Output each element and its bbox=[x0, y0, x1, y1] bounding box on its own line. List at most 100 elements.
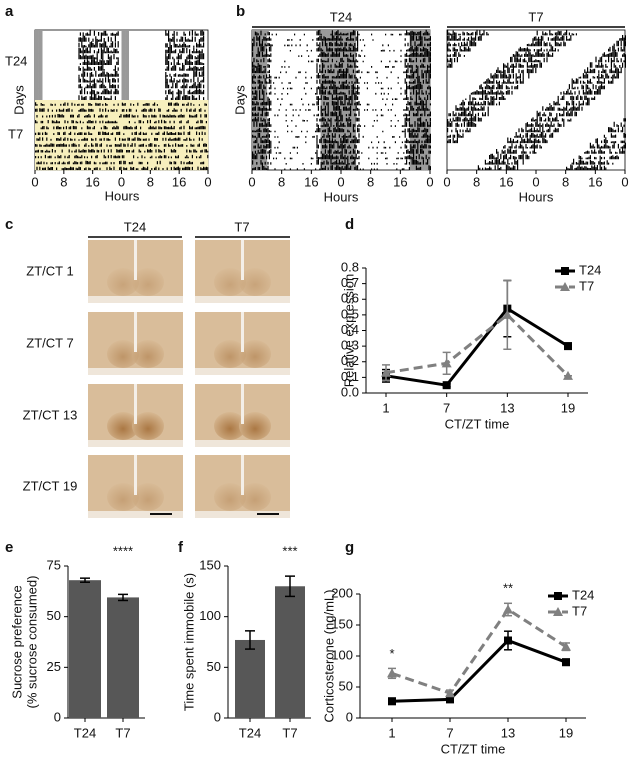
shade bbox=[411, 116, 414, 122]
shade bbox=[418, 132, 422, 138]
shade bbox=[204, 129, 207, 136]
y-tick-label: 150 bbox=[331, 616, 353, 631]
shade bbox=[257, 89, 260, 95]
shade bbox=[184, 100, 187, 107]
shade bbox=[422, 153, 425, 160]
shade bbox=[65, 152, 68, 159]
shade bbox=[173, 146, 176, 153]
shade bbox=[137, 140, 140, 147]
shade bbox=[117, 146, 120, 153]
shade bbox=[141, 105, 144, 112]
activity bbox=[36, 137, 203, 141]
shade bbox=[346, 30, 349, 36]
shade bbox=[38, 88, 41, 95]
y-axis-label: Corticosterone (ng/mL) bbox=[321, 590, 336, 723]
shade bbox=[335, 78, 338, 85]
shade bbox=[348, 132, 351, 138]
shade bbox=[87, 135, 90, 142]
shade bbox=[418, 121, 422, 128]
shade bbox=[103, 164, 106, 171]
shade bbox=[144, 117, 148, 124]
shade bbox=[87, 140, 90, 147]
shade bbox=[121, 65, 124, 72]
shade bbox=[331, 67, 334, 74]
shade bbox=[121, 140, 124, 147]
shade bbox=[114, 164, 117, 171]
shade bbox=[171, 152, 175, 159]
x-tick-label: 8 bbox=[562, 174, 569, 189]
activity bbox=[35, 149, 209, 153]
shade bbox=[326, 62, 329, 68]
shade bbox=[197, 123, 200, 130]
shade bbox=[331, 105, 334, 112]
shade bbox=[189, 164, 193, 171]
activity bbox=[447, 115, 626, 122]
shade bbox=[121, 123, 124, 130]
scale-bar bbox=[257, 513, 279, 515]
nucleus bbox=[132, 412, 164, 440]
shade bbox=[261, 94, 264, 101]
shade bbox=[352, 73, 355, 79]
shade bbox=[42, 105, 45, 112]
shade bbox=[324, 83, 327, 90]
shade bbox=[153, 140, 157, 147]
series-line bbox=[391, 638, 567, 703]
shade bbox=[114, 100, 117, 107]
shade bbox=[179, 158, 182, 165]
shade bbox=[320, 100, 323, 106]
shade bbox=[121, 70, 124, 77]
shade bbox=[198, 100, 202, 107]
x-axis-label: CT/ZT time bbox=[445, 416, 510, 431]
shade bbox=[164, 100, 167, 107]
activity bbox=[78, 52, 205, 60]
shade bbox=[348, 159, 351, 165]
shade bbox=[166, 146, 169, 153]
shade bbox=[350, 89, 353, 95]
shade bbox=[328, 62, 331, 68]
axis-label: Hours bbox=[519, 189, 554, 204]
y-tick-label: 0 bbox=[214, 709, 221, 724]
shade bbox=[352, 116, 355, 122]
shade bbox=[85, 135, 88, 142]
shade bbox=[184, 140, 187, 147]
shade bbox=[206, 140, 209, 147]
shade bbox=[202, 129, 205, 136]
shade bbox=[322, 40, 325, 47]
shade bbox=[193, 117, 196, 124]
ventricle bbox=[134, 384, 137, 424]
x-tick-label: 8 bbox=[147, 174, 154, 189]
shade bbox=[36, 47, 39, 54]
shade bbox=[40, 47, 43, 54]
activity bbox=[447, 34, 626, 41]
y-tick-label: 50 bbox=[339, 678, 353, 693]
shade bbox=[40, 111, 43, 118]
shade bbox=[144, 135, 148, 142]
shade bbox=[264, 30, 268, 36]
shade bbox=[83, 158, 86, 165]
shade bbox=[350, 67, 353, 74]
shade bbox=[348, 35, 351, 42]
shade bbox=[411, 164, 414, 171]
shade bbox=[76, 164, 79, 171]
shade bbox=[78, 123, 81, 130]
shade bbox=[329, 56, 333, 63]
shade bbox=[90, 152, 93, 159]
shade bbox=[42, 111, 45, 118]
shade bbox=[261, 67, 264, 74]
shade bbox=[107, 117, 110, 124]
shade bbox=[155, 164, 158, 171]
shade bbox=[85, 146, 88, 153]
shade bbox=[53, 129, 56, 136]
shade bbox=[252, 121, 255, 128]
shade bbox=[346, 89, 349, 95]
shade bbox=[83, 105, 86, 112]
row-label: ZT/CT 7 bbox=[26, 335, 73, 350]
shade bbox=[350, 62, 353, 68]
shade bbox=[114, 111, 117, 118]
shade bbox=[92, 164, 95, 171]
shade bbox=[117, 105, 120, 112]
shade bbox=[411, 143, 414, 149]
shade bbox=[171, 140, 175, 147]
shade bbox=[353, 78, 357, 85]
